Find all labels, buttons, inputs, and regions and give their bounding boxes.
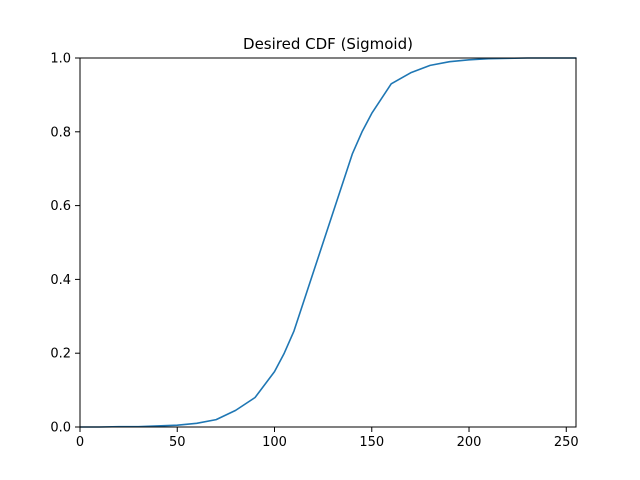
plot-area <box>79 57 577 428</box>
x-tick-label: 0 <box>76 435 84 450</box>
x-axis: 0 50 100 150 200 250 <box>76 427 579 450</box>
y-tick-label: 0.6 <box>50 199 71 214</box>
y-tick-label: 0.2 <box>50 347 71 362</box>
x-tick-label: 50 <box>169 435 186 450</box>
y-axis: 0.0 0.2 0.4 0.6 0.8 1.0 <box>50 52 80 436</box>
x-tick-label: 200 <box>457 435 482 450</box>
y-tick-label: 0.0 <box>50 421 71 436</box>
y-tick-label: 0.8 <box>50 125 71 140</box>
x-tick-label: 250 <box>554 435 579 450</box>
x-tick-label: 150 <box>359 435 384 450</box>
chart-title: Desired CDF (Sigmoid) <box>243 35 413 53</box>
x-tick-label: 100 <box>262 435 287 450</box>
y-tick-label: 1.0 <box>50 52 71 67</box>
y-tick-label: 0.4 <box>50 273 71 288</box>
series-line-0 <box>79 57 577 428</box>
axes-frame <box>79 57 577 428</box>
